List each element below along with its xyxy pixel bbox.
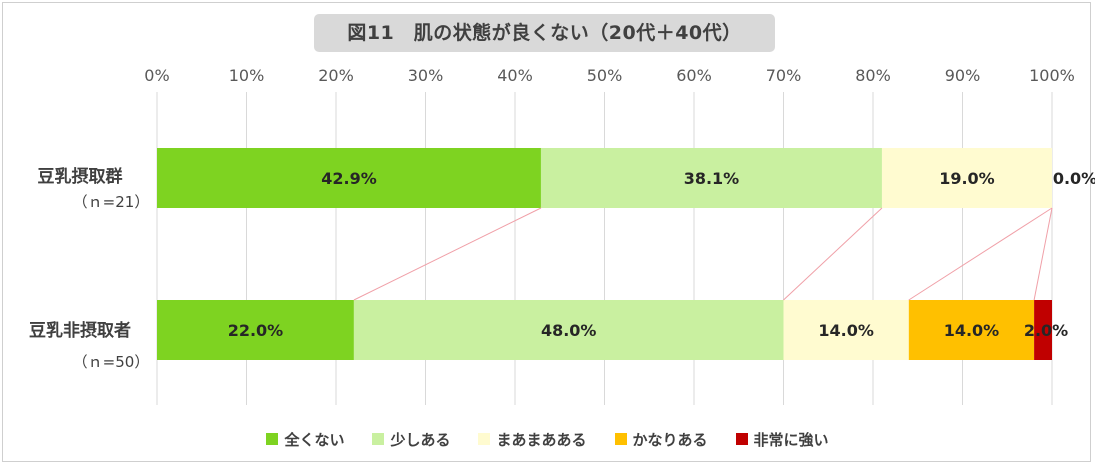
x-tick-label: 20% (318, 66, 354, 85)
bar-segment (157, 148, 541, 208)
legend-swatch (478, 433, 491, 445)
x-tick-label: 90% (945, 66, 981, 85)
series-line (353, 207, 542, 301)
x-tick-label: 80% (855, 66, 891, 85)
legend-item: 非常に強い (735, 429, 829, 450)
legend-label: 少しある (390, 430, 451, 449)
data-label: 42.9% (321, 169, 377, 188)
data-label: 2.0% (1024, 321, 1068, 340)
legend-swatch (266, 433, 279, 445)
data-label: 0.0% (1053, 169, 1095, 188)
bar-segment (157, 300, 354, 360)
category-n-label: （ｎ=50） (73, 353, 150, 371)
bar-segment (1034, 300, 1052, 360)
legend: 全くない 少しある まあまあある かなりある 非常に強い (0, 427, 1095, 451)
series-line (783, 207, 883, 301)
legend-label: 全くない (284, 430, 345, 449)
legend-swatch (614, 433, 627, 445)
legend-swatch (735, 433, 748, 445)
data-label: 19.0% (939, 169, 995, 188)
data-label: 38.1% (684, 169, 740, 188)
x-tick-label: 70% (766, 66, 802, 85)
legend-label: かなりある (632, 430, 708, 449)
x-tick-label: 60% (676, 66, 712, 85)
legend-label: まあまあある (496, 430, 587, 449)
data-label: 48.0% (541, 321, 597, 340)
bar-segment (540, 148, 882, 208)
chart-title: 図11 肌の状態が良くない（20代＋40代） (314, 14, 775, 52)
data-label: 14.0% (818, 321, 874, 340)
data-label: 22.0% (228, 321, 284, 340)
legend-swatch (372, 433, 385, 445)
x-tick-label: 30% (408, 66, 444, 85)
x-tick-label: 40% (497, 66, 533, 85)
x-tick-label: 50% (587, 66, 623, 85)
category-label: 豆乳非摂取者 (29, 320, 131, 341)
data-label: 14.0% (944, 321, 1000, 340)
series-line (908, 207, 1053, 301)
x-tick-label: 100% (1029, 66, 1075, 85)
bar-segment (783, 300, 909, 360)
category-n-label: （ｎ=21） (73, 193, 150, 211)
series-line (1033, 207, 1053, 301)
legend-item: 少しある (372, 429, 450, 450)
bar-segment (908, 300, 1035, 360)
legend-item: まあまあある (478, 429, 587, 450)
x-tick-label: 10% (229, 66, 265, 85)
bar-segment (353, 300, 784, 360)
category-label: 豆乳摂取群 (38, 166, 123, 187)
legend-item: 全くない (266, 429, 344, 450)
legend-item: かなりある (614, 429, 708, 450)
bar-segment (881, 148, 1052, 208)
legend-label: 非常に強い (753, 430, 829, 449)
x-tick-label: 0% (144, 66, 169, 85)
